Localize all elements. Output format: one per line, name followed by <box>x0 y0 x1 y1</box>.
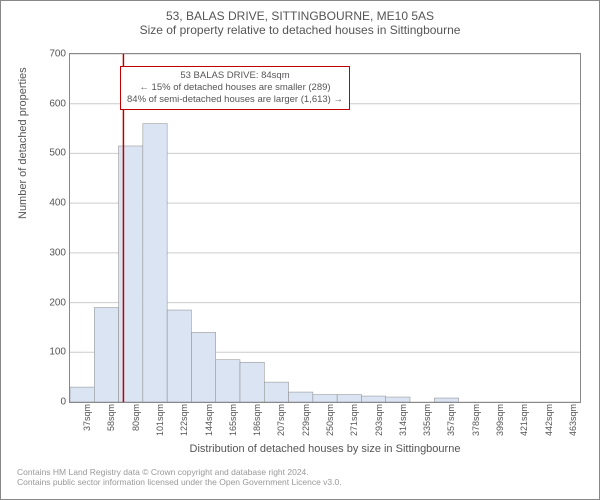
y-tick-label: 300 <box>36 247 66 258</box>
x-tick-label: 144sqm <box>204 404 214 436</box>
x-tick-label: 335sqm <box>422 404 432 436</box>
histogram-bar <box>191 332 215 402</box>
histogram-bar <box>337 395 361 402</box>
x-tick-label: 165sqm <box>228 404 238 436</box>
y-tick-label: 400 <box>36 198 66 209</box>
x-tick-label: 463sqm <box>568 404 578 436</box>
histogram-bar <box>386 397 410 402</box>
histogram-bar <box>143 124 167 402</box>
chart-title-main: 53, BALAS DRIVE, SITTINGBOURNE, ME10 5AS <box>9 9 591 23</box>
x-tick-label: 58sqm <box>106 404 116 431</box>
x-tick-label: 186sqm <box>252 404 262 436</box>
histogram-bar <box>216 360 240 402</box>
x-tick-label: 399sqm <box>495 404 505 436</box>
histogram-bar <box>167 310 191 402</box>
histogram-bar <box>361 396 385 402</box>
histogram-bar <box>70 387 94 402</box>
x-tick-label: 314sqm <box>398 404 408 436</box>
annotation-line1: 53 BALAS DRIVE: 84sqm <box>127 70 343 82</box>
x-tick-label: 229sqm <box>301 404 311 436</box>
x-tick-label: 271sqm <box>349 404 359 436</box>
x-tick-label: 442sqm <box>544 404 554 436</box>
y-tick-label: 600 <box>36 98 66 109</box>
annotation-box: 53 BALAS DRIVE: 84sqm ← 15% of detached … <box>120 66 350 110</box>
annotation-line3: 84% of semi-detached houses are larger (… <box>127 94 343 106</box>
x-axis-label: Distribution of detached houses by size … <box>69 443 581 455</box>
plot-area: 53 BALAS DRIVE: 84sqm ← 15% of detached … <box>69 53 581 403</box>
x-tick-label: 122sqm <box>179 404 189 436</box>
histogram-bar <box>240 362 264 402</box>
y-tick-label: 100 <box>36 347 66 358</box>
chart-title-sub: Size of property relative to detached ho… <box>9 23 591 37</box>
x-tick-label: 250sqm <box>325 404 335 436</box>
x-tick-label: 207sqm <box>276 404 286 436</box>
y-tick-label: 200 <box>36 297 66 308</box>
y-axis-label: Number of detached properties <box>17 67 29 219</box>
histogram-bar <box>289 392 313 402</box>
x-tick-label: 101sqm <box>155 404 165 436</box>
histogram-bar <box>434 398 458 402</box>
histogram-bar <box>119 146 143 402</box>
y-tick-label: 700 <box>36 49 66 60</box>
y-tick-label: 500 <box>36 148 66 159</box>
footer-line1: Contains HM Land Registry data © Crown c… <box>17 467 583 477</box>
x-tick-label: 421sqm <box>519 404 529 436</box>
footer: Contains HM Land Registry data © Crown c… <box>17 467 583 487</box>
histogram-bar <box>94 308 118 402</box>
y-tick-label: 0 <box>36 397 66 408</box>
footer-line2: Contains public sector information licen… <box>17 477 583 487</box>
x-tick-label: 80sqm <box>131 404 141 431</box>
annotation-line2: ← 15% of detached houses are smaller (28… <box>127 82 343 94</box>
histogram-bar <box>264 382 288 402</box>
x-tick-label: 293sqm <box>374 404 384 436</box>
histogram-bar <box>313 395 337 402</box>
x-tick-label: 378sqm <box>471 404 481 436</box>
x-tick-label: 37sqm <box>82 404 92 431</box>
x-tick-label: 357sqm <box>446 404 456 436</box>
